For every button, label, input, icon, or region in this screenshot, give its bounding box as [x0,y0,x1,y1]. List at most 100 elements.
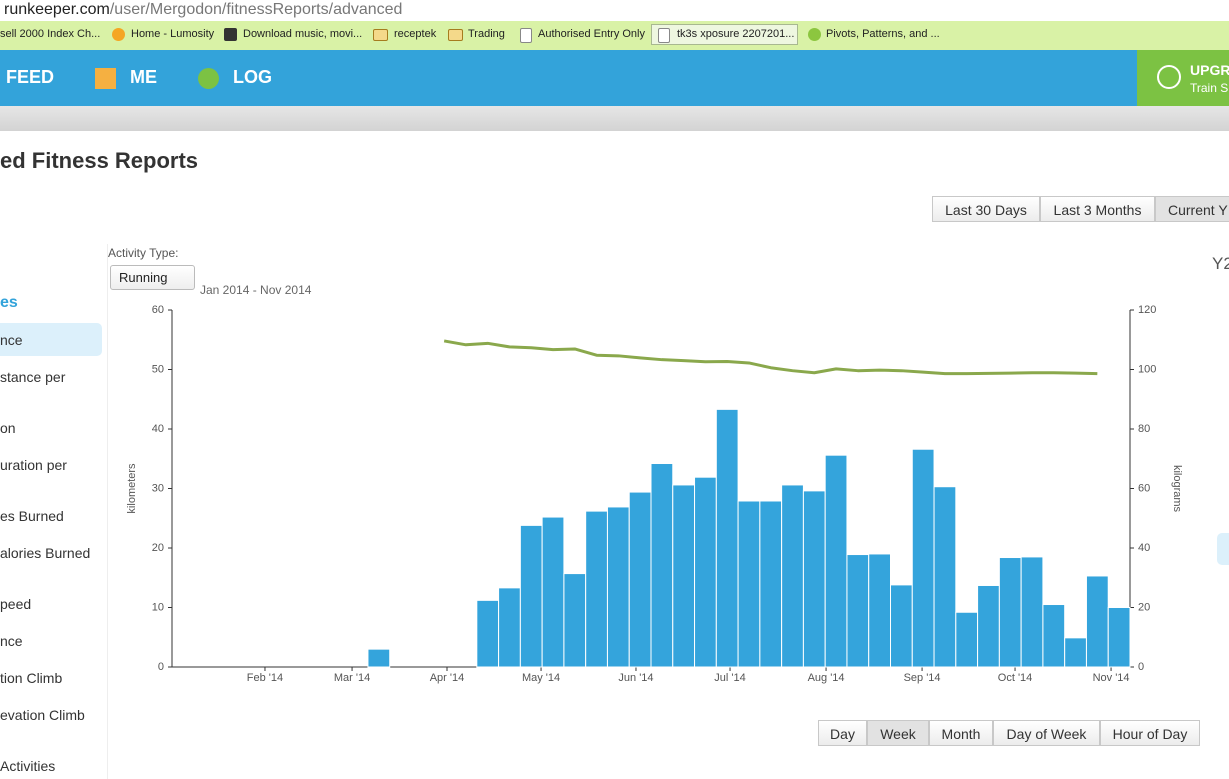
sidebar-item[interactable]: evation Climb [0,707,85,723]
sidebar-item[interactable]: nce [0,332,23,348]
bar [563,573,587,668]
granularity-button[interactable]: Day [818,720,867,746]
bar [1085,575,1109,668]
upgrade-title: UPGR [1190,62,1229,78]
granularity-button[interactable]: Day of Week [993,720,1100,746]
sidebar-item[interactable]: on [0,420,16,436]
bar [498,587,521,668]
y-tick-label: 40 [152,423,164,435]
y2-tick-label: 80 [1138,423,1150,435]
bar [476,599,500,668]
granularity-button[interactable]: Hour of Day [1100,720,1200,746]
bar [890,584,913,668]
bar [802,490,826,668]
nav-item[interactable]: LOG [233,67,272,87]
x-tick-label: Nov '14 [1093,672,1130,684]
upgrade-box[interactable]: UPGR Train S [1137,50,1229,106]
sidebar-item[interactable]: peed [0,596,32,612]
nav-item[interactable]: ME [130,67,157,87]
nav-item[interactable]: FEED [6,67,55,87]
bookmark[interactable]: Download music, movi... [243,28,363,40]
x-tick-label: Sep '14 [904,672,941,684]
folder-icon [448,29,463,41]
sidebar-item[interactable]: uration per [0,457,67,473]
bookmark[interactable]: Trading [468,28,505,40]
bar [715,408,739,668]
folder-icon [373,29,388,41]
page-title: ed Fitness Reports [0,148,199,173]
upgrade-subtitle: Train S [1190,81,1229,95]
x-tick-label: May '14 [522,672,560,684]
x-tick-label: Oct '14 [998,672,1033,684]
y-tick-label: 60 [152,304,164,316]
activity-select[interactable]: Running [110,265,195,290]
bookmark[interactable]: tk3s xposure 2207201... [677,28,795,40]
bar [1042,604,1066,668]
url-path: /user/Mergodon/fitnessReports/advanced [109,1,403,18]
right-panel-label: Y2 [1212,254,1229,273]
bar [868,553,892,668]
sidebar-selected [0,323,102,356]
y2-tick-label: 100 [1138,363,1156,375]
right-panel-tab [1217,533,1229,565]
bar [585,510,608,668]
bar [759,500,783,668]
bar [541,516,565,668]
x-tick-label: Mar '14 [334,672,370,684]
sidebar-item[interactable]: nce [0,633,23,649]
url-domain: runkeeper.com [4,1,110,18]
bookmark-icon [808,28,821,41]
x-tick-label: Jul '14 [714,672,745,684]
bookmark[interactable]: receptek [394,28,437,40]
bar [694,476,717,668]
log-icon [198,68,219,89]
bar [519,524,543,668]
bookmark[interactable]: sell 2000 Index Ch... [0,28,101,40]
y2-tick-label: 120 [1138,304,1156,316]
line [443,339,1098,376]
bar [781,484,804,668]
granularity-button[interactable]: Month [929,720,993,746]
page-icon [520,28,532,43]
y-tick-label: 10 [152,601,164,613]
bar [672,484,696,668]
sidebar-item[interactable]: alories Burned [0,545,91,561]
y2-tick-label: 0 [1138,661,1144,673]
range-button[interactable]: Current Y [1155,196,1229,222]
panel-border [107,244,108,779]
texture-strip [0,106,1229,131]
bar [1064,637,1087,668]
bookmark[interactable]: Authorised Entry Only [538,28,645,40]
sidebar-item[interactable]: tion Climb [0,670,63,686]
activity-label: Activity Type: [108,246,179,260]
bookmark[interactable]: Pivots, Patterns, and ... [826,28,940,40]
sidebar-item[interactable]: stance per [0,369,66,385]
url-bar[interactable]: runkeeper.com/user/Mergodon/fitnessRepor… [4,0,402,21]
y-axis-label: kilometers [126,463,138,514]
bar [846,554,870,668]
y-tick-label: 20 [152,542,164,554]
sidebar-item[interactable]: es Burned [0,508,64,524]
y2-tick-label: 40 [1138,542,1150,554]
x-tick-label: Apr '14 [430,672,465,684]
bar [606,506,630,668]
sidebar-header: es [0,294,18,311]
sidebar-item[interactable]: Activities [0,758,56,774]
nav-bar: FEED ME LOG [0,50,1229,106]
activity-value: Running [119,270,168,285]
y2-axis-label: kilograms [1171,465,1183,513]
bar [955,611,979,668]
bookmark[interactable]: Home - Lumosity [131,28,215,40]
granularity-button[interactable]: Week [867,720,929,746]
bar [1107,607,1131,668]
x-tick-label: Feb '14 [247,672,283,684]
bookmark-icon [224,28,237,41]
bar [977,584,1000,668]
x-tick-label: Jun '14 [618,672,653,684]
y-tick-label: 30 [152,482,164,494]
range-button[interactable]: Last 3 Months [1040,196,1155,222]
y-tick-label: 50 [152,363,164,375]
range-button[interactable]: Last 30 Days [932,196,1040,222]
